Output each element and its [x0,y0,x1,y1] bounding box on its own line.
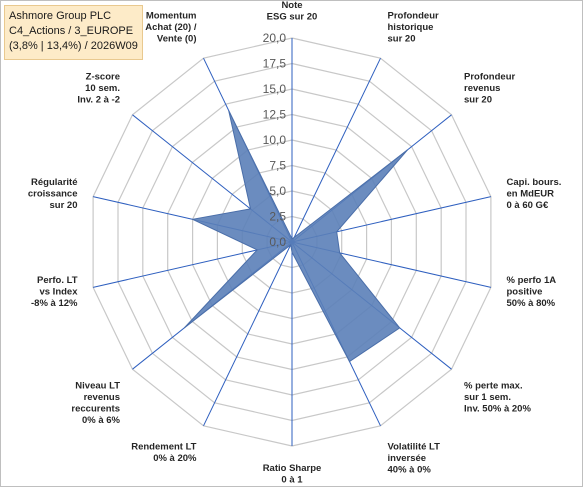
header-stats: (3,8% | 13,4%) / 2026W09 [9,40,138,52]
category-label: Z-score 10 sem. Inv. 2 à -2 [77,72,120,106]
category-label: Profondeur historique sur 20 [388,11,439,45]
category-label: % perte max. sur 1 sem. Inv. 50% à 20% [464,380,531,414]
header-category: C4_Actions / 3_EUROPE [9,25,134,37]
tick-label: 15,0 [263,82,287,96]
tick-label: 0,0 [269,235,286,249]
radar-spokes [92,38,492,446]
tick-label: 17,5 [263,57,287,71]
tick-label: 10,0 [263,133,287,147]
header-company-name: Ashmore Group PLC [9,10,112,22]
radar-tick-labels: 0,0 2,5 5,0 7,5 10,0 12,5 15,0 17,5 20,0 [263,31,287,249]
tick-label: 7,5 [269,159,286,173]
chart-header-box: Ashmore Group PLC C4_Actions / 3_EUROPE … [4,5,143,60]
category-label: Momentum Achat (20) / Vente (0) [145,11,197,45]
category-label: Volatilité LT inversée 40% à 0% [388,441,441,475]
category-label: Capi. bours. en MdEUR 0 à 60 G€ [507,177,562,211]
radar-axis-labels: Note ESG sur 20 Profondeur historique sur 20… [28,0,562,486]
category-label: Profondeur revenus sur 20 [464,72,515,106]
category-label: Rendement LT 0% à 20% [131,441,197,464]
category-label: Régularité croissance sur 20 [28,177,78,211]
tick-label: 2,5 [269,210,286,224]
tick-label: 20,0 [263,31,287,45]
series-area [183,110,408,363]
category-label: Note ESG sur 20 [267,0,318,23]
category-label: Perfo. LT vs Index -8% à 12% [31,275,78,309]
axis-spoke [203,241,293,427]
axis-spoke [291,57,381,243]
category-label: Niveau LT revenus reccurents 0% à 6% [71,380,120,426]
tick-label: 12,5 [263,108,287,122]
radar-series [183,110,408,363]
category-label: Ratio Sharpe 0 à 1 [263,463,322,486]
tick-label: 5,0 [269,184,286,198]
category-label: % perfo 1A positive 50% à 80% [507,275,557,309]
